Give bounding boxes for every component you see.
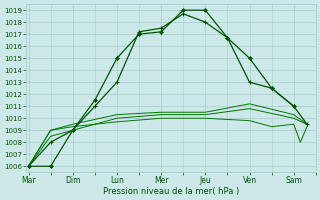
X-axis label: Pression niveau de la mer( hPa ): Pression niveau de la mer( hPa ) [103,187,239,196]
